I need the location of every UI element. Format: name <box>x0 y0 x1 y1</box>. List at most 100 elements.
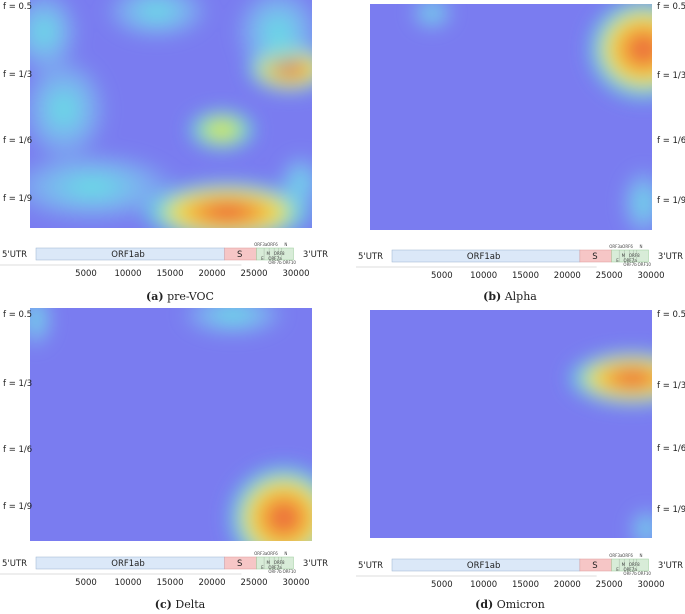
label-5-utr: 5'UTR <box>2 250 27 260</box>
heatmap-hotspot <box>30 308 54 350</box>
y-label-f-1-3: f = 1/3 <box>3 70 33 80</box>
label-orf1ab: ORF1ab <box>111 559 145 569</box>
heatmap-hotspot <box>225 461 312 541</box>
x-tick-label: 30000 <box>282 578 309 588</box>
heatmap-svg <box>30 308 312 541</box>
label-gene-small: N <box>284 242 287 247</box>
label-gene-small: N <box>639 553 642 558</box>
x-tick-label: 10000 <box>114 578 141 588</box>
heatmap-hotspot <box>102 0 212 41</box>
x-tick-label: 30000 <box>637 271 664 281</box>
caption-delta: (c) Delta <box>80 598 280 611</box>
label-s: S <box>592 252 597 262</box>
label-gene-small: ORF3a <box>609 244 623 249</box>
label-gene-small: ORF7b <box>268 260 282 265</box>
label-gene-small: ORF10 <box>283 569 297 574</box>
x-tick-label: 15000 <box>512 580 539 590</box>
label-gene-small: ORF7a <box>268 565 282 570</box>
label-3-utr: 3'UTR <box>303 250 328 260</box>
x-tick-label: 10000 <box>114 269 141 279</box>
heatmap-hotspot <box>628 506 652 538</box>
y-label-f-1-6: f = 1/6 <box>3 136 33 146</box>
label-3-utr: 3'UTR <box>303 559 328 569</box>
label-gene-small: ORF3a <box>609 553 623 558</box>
heatmap-background <box>370 310 652 538</box>
heatmap-hotspot <box>620 166 652 230</box>
label-5-utr: 5'UTR <box>358 561 383 571</box>
label-gene-small: ORF7a <box>623 258 637 263</box>
label-gene-small: ORF8 <box>629 562 640 567</box>
heatmap-hotspot <box>409 4 455 32</box>
y-label-f-0-5: f = 0.5 <box>3 2 33 12</box>
label-gene-small: ORF3a <box>254 551 268 556</box>
label-gene-small: M <box>267 560 271 565</box>
heatmap-hotspot <box>233 0 312 80</box>
heatmap-svg <box>370 310 652 538</box>
y-label-f-1-6: f = 1/6 <box>3 445 33 455</box>
label-gene-small: ORF6 <box>622 244 633 249</box>
heatmap-svg <box>370 4 652 230</box>
x-tick-label: 5000 <box>75 269 97 279</box>
label-gene-small: E <box>616 258 619 263</box>
y-label-f-1-9: f = 1/9 <box>3 502 33 512</box>
x-tick-label: 25000 <box>596 271 623 281</box>
y-label-f-0-5: f = 0.5 <box>3 310 33 320</box>
x-tick-label: 20000 <box>554 580 581 590</box>
y-label-f-1-9: f = 1/9 <box>657 505 685 515</box>
y-label-f-1-6: f = 1/6 <box>657 136 685 146</box>
label-gene-small: N <box>284 551 287 556</box>
y-label-f-0-5: f = 0.5 <box>657 310 685 320</box>
x-tick-label: 5000 <box>75 578 97 588</box>
label-gene-small: ORF7a <box>268 256 282 261</box>
x-tick-label: 15000 <box>512 271 539 281</box>
caption-letter: (a) <box>146 290 164 303</box>
label-orf1ab: ORF1ab <box>467 561 501 571</box>
label-gene-small: ORF10 <box>638 262 652 267</box>
caption-letter: (c) <box>154 598 172 611</box>
genome-track: 5'UTR ORF1ab S 3'UTR ORF3a ORF6 N M ORF8 E ORF7aOR… <box>0 242 328 279</box>
heatmap-hotspot <box>178 308 288 338</box>
x-tick-label: 10000 <box>470 271 497 281</box>
label-gene-small: ORF10 <box>638 571 652 576</box>
label-gene-small: ORF8 <box>274 251 285 256</box>
x-tick-label: 20000 <box>198 269 225 279</box>
caption-letter: (b) <box>483 290 502 303</box>
heatmap-hotspot <box>584 4 652 104</box>
x-tick-label: 10000 <box>470 580 497 590</box>
x-tick-label: 30000 <box>637 580 664 590</box>
label-s: S <box>237 559 242 569</box>
label-5-utr: 5'UTR <box>2 559 27 569</box>
x-tick-label: 20000 <box>198 578 225 588</box>
label-gene-small: M <box>622 253 626 258</box>
heatmap-hotspot <box>30 54 109 165</box>
caption-letter: (d) <box>475 598 494 611</box>
x-tick-label: 20000 <box>554 271 581 281</box>
x-tick-label: 5000 <box>431 580 453 590</box>
y-label-f-1-3: f = 1/3 <box>657 71 685 81</box>
label-gene-small: ORF8 <box>629 253 640 258</box>
label-gene-small: E <box>261 256 264 261</box>
label-gene-small: E <box>261 565 264 570</box>
genome-track: 5'UTR ORF1ab S 3'UTR ORF3a ORF6 N M ORF8 E ORF7aOR… <box>356 553 683 590</box>
x-tick-label: 15000 <box>156 269 183 279</box>
label-gene-small: ORF10 <box>283 260 297 265</box>
heatmap-alpha <box>370 4 652 230</box>
y-label-f-1-6: f = 1/6 <box>657 444 685 454</box>
y-label-f-1-9: f = 1/9 <box>3 194 33 204</box>
label-gene-small: ORF7a <box>623 567 637 572</box>
caption-name: Delta <box>175 598 206 611</box>
x-tick-label: 15000 <box>156 578 183 588</box>
label-s: S <box>592 561 597 571</box>
label-gene-small: ORF8 <box>274 560 285 565</box>
gene-accessory-block <box>256 247 294 261</box>
gene-accessory-block <box>611 249 649 263</box>
heatmap-delta <box>30 308 312 541</box>
label-orf1ab: ORF1ab <box>111 250 145 260</box>
x-tick-label: 25000 <box>240 578 267 588</box>
gene-accessory-block <box>256 556 294 570</box>
label-s: S <box>237 250 242 260</box>
heatmap-hotspot <box>564 349 652 408</box>
caption-name: pre-VOC <box>167 290 214 303</box>
label-3-utr: 3'UTR <box>658 252 683 262</box>
x-tick-label: 30000 <box>282 269 309 279</box>
